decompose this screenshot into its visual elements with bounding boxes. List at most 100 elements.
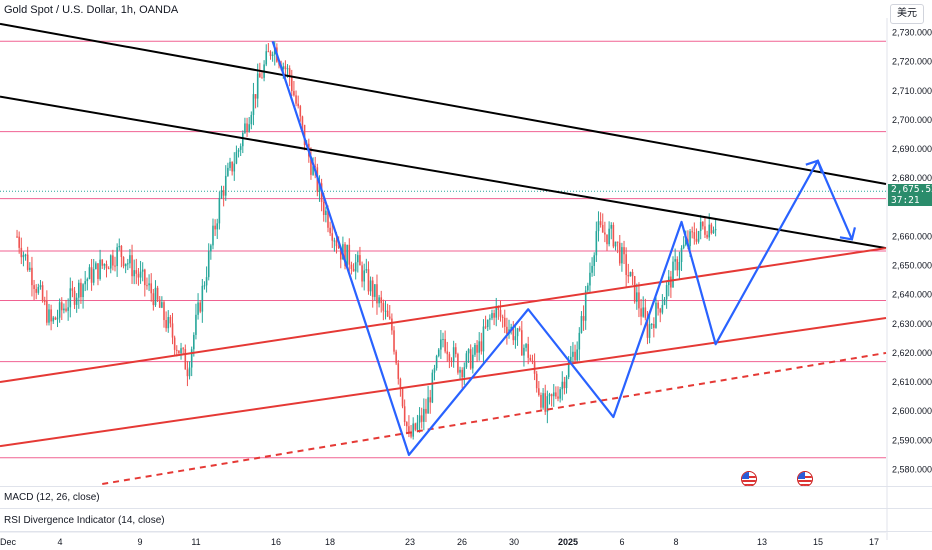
candle-body — [699, 221, 702, 232]
candle-body — [540, 395, 542, 408]
candle-body — [337, 246, 340, 248]
candle-body — [216, 223, 219, 230]
candle-body — [689, 231, 691, 247]
candle-body — [261, 77, 263, 79]
x-tick-label: 4 — [57, 537, 62, 547]
candle-body — [676, 259, 679, 271]
candle-body — [684, 239, 687, 245]
candle-body — [227, 167, 229, 176]
candle-body — [322, 202, 325, 216]
candle-body — [410, 432, 412, 437]
candle-body — [224, 175, 227, 196]
candle-body — [631, 271, 634, 277]
candle-body — [416, 422, 419, 430]
candle-body — [126, 263, 129, 265]
candle-body — [175, 349, 178, 351]
pane-divider[interactable] — [0, 486, 932, 487]
candle-body — [207, 251, 210, 278]
candle-body — [674, 259, 676, 262]
candle-body — [186, 369, 189, 377]
candle-body — [646, 317, 649, 338]
candle-body — [606, 234, 608, 245]
candle-body — [103, 264, 106, 266]
candle-body — [152, 293, 155, 306]
candle-body — [105, 264, 108, 269]
candle-body — [229, 161, 231, 168]
candle-body — [531, 360, 534, 362]
candle-body — [350, 264, 353, 269]
candle-body — [510, 326, 512, 330]
candle-body — [495, 306, 498, 318]
candle-body — [691, 231, 693, 233]
candle-body — [621, 247, 623, 264]
us-flag-event-icon[interactable] — [797, 471, 813, 487]
us-flag-event-icon[interactable] — [741, 471, 757, 487]
candle-body — [584, 290, 587, 321]
x-tick-label: 8 — [673, 537, 678, 547]
candle-body — [678, 261, 681, 271]
macd-label[interactable]: MACD (12, 26, close) — [4, 492, 100, 503]
candle-body — [380, 297, 383, 304]
candle-body — [521, 330, 523, 356]
candle-body — [286, 68, 289, 70]
candle-body — [640, 308, 642, 317]
candle-body — [156, 287, 159, 300]
candle-body — [339, 247, 342, 260]
x-tick-label: 23 — [405, 537, 415, 547]
candle-body — [299, 106, 302, 117]
candle-body — [533, 361, 536, 374]
candle-body — [199, 302, 202, 312]
candle-body — [706, 234, 708, 238]
candle-body — [391, 318, 393, 331]
candle-body — [670, 276, 672, 288]
pane-divider[interactable] — [0, 531, 932, 532]
candle-body — [16, 236, 18, 238]
candle-body — [512, 326, 515, 341]
candle-body — [448, 354, 451, 361]
candle-body — [158, 299, 161, 308]
currency-button[interactable]: 美元 — [890, 4, 924, 24]
arrowhead-up — [805, 159, 823, 174]
candle-body — [346, 244, 348, 266]
candle-body — [333, 240, 336, 242]
candle-body — [31, 267, 33, 286]
candle-body — [425, 408, 427, 414]
candle-body — [608, 228, 610, 245]
candle-body — [114, 265, 116, 267]
candle-body — [92, 269, 95, 283]
rsi-label[interactable]: RSI Divergence Indicator (14, close) — [4, 515, 165, 526]
pane-divider[interactable] — [0, 508, 932, 509]
candle-body — [101, 259, 104, 266]
candle-body — [63, 308, 65, 311]
candle-body — [503, 317, 506, 327]
candle-body — [222, 190, 225, 196]
resistance-trendline — [0, 95, 887, 250]
candle-body — [710, 224, 713, 234]
candle-body — [218, 198, 221, 224]
candle-body — [163, 302, 165, 321]
candle-body — [22, 254, 25, 258]
candle-body — [271, 54, 274, 56]
candle-body — [702, 221, 704, 227]
candle-body — [459, 369, 461, 373]
candle-body — [58, 302, 61, 318]
candle-body — [46, 301, 48, 323]
candle-body — [220, 190, 223, 199]
candle-body — [401, 388, 404, 407]
candle-body — [52, 317, 55, 322]
candle-body — [446, 351, 449, 355]
candle-body — [582, 316, 585, 321]
candle-body — [616, 241, 619, 243]
candle-body — [578, 332, 581, 350]
candle-body — [65, 308, 67, 311]
candle-body — [82, 284, 84, 298]
candle-body — [661, 305, 664, 313]
candle-body — [288, 68, 291, 78]
candle-body — [107, 268, 110, 270]
candle-body — [161, 302, 163, 308]
candle-body — [595, 231, 598, 256]
candle-body — [563, 381, 566, 389]
candle-body — [310, 156, 312, 175]
candle-body — [552, 392, 555, 397]
